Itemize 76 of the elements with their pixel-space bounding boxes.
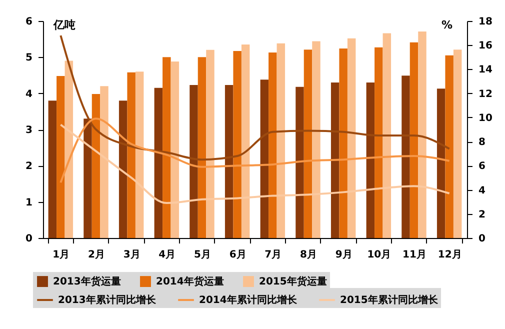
line-series [60, 118, 450, 184]
y2-tick-label: 18 [478, 16, 492, 28]
bar [374, 47, 383, 238]
bar [296, 86, 304, 238]
bar [162, 57, 171, 238]
x-tick-label: 2月 [88, 250, 105, 260]
y2-tick-label: 0 [478, 234, 486, 244]
y-tick-label: 1 [26, 197, 33, 208]
y2-tick-label: 10 [478, 112, 492, 124]
bar [92, 94, 100, 238]
x-tick-label: 8月 [300, 250, 317, 260]
x-tick-label: 7月 [264, 250, 282, 260]
bar [127, 72, 136, 238]
y-tick-label: 3 [26, 125, 33, 136]
bar [135, 72, 144, 238]
bar [100, 86, 108, 238]
y2-tick-label: 2 [478, 209, 486, 220]
line-series [60, 34, 450, 161]
y2-tick-label: 4 [478, 185, 486, 196]
legend-label: 2014年货运量 [156, 276, 224, 288]
bar [260, 80, 269, 238]
y-tick-label: 4 [26, 88, 33, 100]
x-tick-label: 9月 [335, 250, 352, 260]
y-axis-title: 亿吨 [52, 18, 76, 32]
y-tick-label: 6 [26, 16, 33, 28]
y2-tick-label: 6 [478, 161, 486, 172]
y-tick-label: 0 [26, 234, 33, 244]
bar [410, 42, 418, 238]
legend-label: 2013年货运量 [53, 276, 121, 288]
bar [366, 82, 375, 238]
legend-label: 2013年累计同比增长 [58, 294, 157, 306]
bar [224, 85, 234, 238]
line-series [60, 124, 450, 204]
x-tick-label: 1月 [52, 250, 70, 260]
bar [48, 100, 57, 238]
legend-label: 2014年累计同比增长 [199, 294, 298, 306]
bar [170, 62, 180, 238]
x-tick-label: 6月 [229, 250, 246, 260]
y2-tick-label: 8 [478, 137, 486, 148]
bar [154, 88, 163, 238]
bar [64, 60, 74, 238]
bar [206, 50, 214, 238]
y-tick-label: 5 [26, 52, 33, 64]
bar [190, 85, 198, 238]
bar [84, 118, 92, 238]
bar [268, 52, 277, 238]
y2-tick-label: 12 [478, 88, 492, 100]
bar [241, 44, 250, 238]
bar [330, 82, 340, 238]
bar [118, 100, 128, 238]
bar [418, 31, 426, 238]
x-tick-label: 11月 [402, 250, 426, 260]
x-tick-label: 3月 [123, 250, 140, 260]
bar [339, 48, 348, 238]
bar [304, 50, 312, 238]
bar [56, 76, 65, 238]
bar [198, 57, 206, 238]
bar [347, 38, 356, 238]
legend-label: 2015年累计同比增长 [340, 294, 439, 306]
y2-tick-label: 16 [478, 40, 492, 52]
legend-label: 2015年货运量 [259, 276, 327, 288]
bar [402, 76, 410, 238]
y2-axis-title: % [442, 18, 453, 32]
bar [312, 41, 320, 238]
x-tick-label: 10月 [367, 250, 392, 260]
x-tick-label: 4月 [158, 250, 176, 260]
y2-tick-label: 14 [478, 64, 492, 76]
bar [453, 50, 462, 238]
x-tick-label: 5月 [194, 250, 211, 260]
bar [276, 43, 286, 238]
bar [233, 51, 242, 238]
bar [445, 55, 454, 238]
y-tick-label: 2 [26, 161, 33, 172]
bar [436, 88, 446, 238]
x-tick-label: 12月 [438, 250, 462, 260]
bar [382, 33, 392, 238]
